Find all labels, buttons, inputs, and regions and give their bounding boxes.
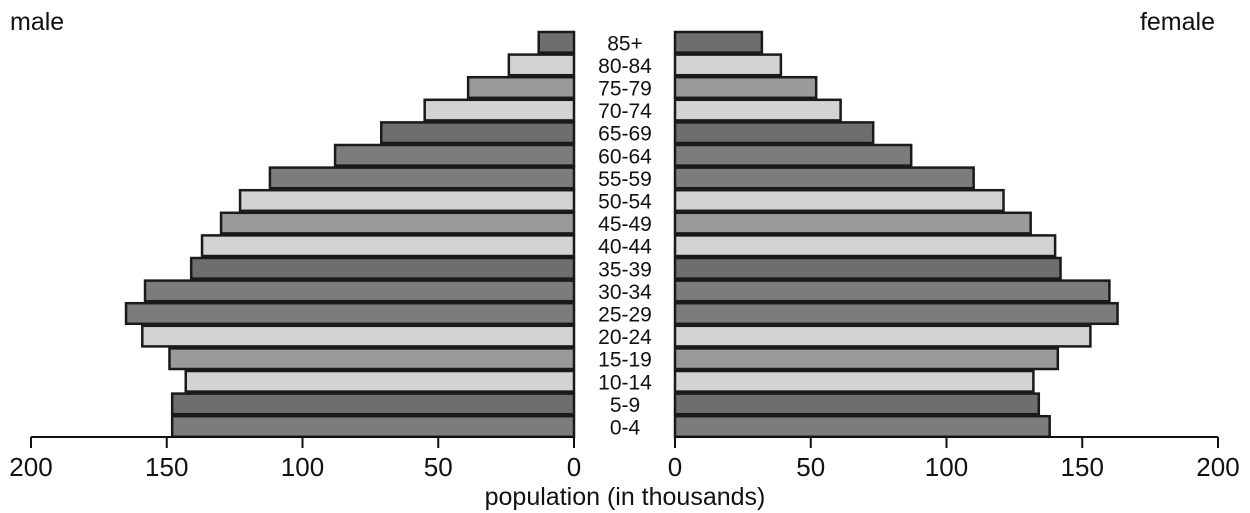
age-label-40-44: 40-44 [598,236,652,259]
age-label-35-39: 35-39 [598,258,652,281]
bar-female-20-24 [673,324,1092,348]
bar-male-20-24 [141,324,576,348]
bar-female-40-44 [673,234,1057,258]
bar-female-65-69 [673,121,875,145]
bar-female-10-14 [673,369,1035,393]
bar-male-55-59 [268,166,576,190]
x-tick-label-male-0: 0 [567,452,581,482]
bar-male-60-64 [333,143,576,167]
age-label-20-24: 20-24 [598,326,652,349]
age-label-55-59: 55-59 [598,168,652,191]
series-label-female: female [1140,8,1215,36]
bar-female-50-54 [673,188,1005,213]
age-label-50-54: 50-54 [598,191,652,214]
bar-female-35-39 [673,256,1062,280]
age-label-25-29: 25-29 [598,304,652,327]
age-label-85+: 85+ [607,32,643,55]
age-label-30-34: 30-34 [598,281,652,304]
x-tick-label-male-50: 50 [424,452,453,482]
bar-male-15-19 [168,347,576,371]
age-label-80-84: 80-84 [598,55,652,78]
bar-female-85+ [673,30,764,54]
bar-female-25-29 [673,301,1119,326]
age-label-5-9: 5-9 [610,394,640,417]
bar-male-85+ [537,30,576,54]
bar-male-30-34 [143,279,576,303]
bar-male-10-14 [184,369,576,393]
x-tick-label-female-200: 200 [1196,452,1239,482]
bar-male-70-74 [423,98,576,122]
bar-male-75-79 [466,75,576,100]
x-tick-label-male-200: 200 [9,452,52,482]
male-bars [124,30,576,439]
bar-male-45-49 [219,211,576,235]
bar-female-70-74 [673,98,842,122]
x-tick-label-female-0: 0 [668,452,682,482]
bar-female-0-4 [673,414,1051,439]
x-tick-label-female-100: 100 [925,452,968,482]
x-tick-label-female-50: 50 [796,452,825,482]
bar-male-50-54 [238,188,576,213]
bar-female-5-9 [673,392,1041,416]
bar-female-15-19 [673,347,1060,371]
bar-male-40-44 [200,234,576,258]
age-label-60-64: 60-64 [598,145,652,168]
bar-male-80-84 [507,53,576,77]
axes: 0 0 50 50 100 100 150 150 200 200 [9,436,1240,482]
bar-female-60-64 [673,143,913,167]
female-bars [673,30,1119,439]
bar-male-5-9 [170,392,576,416]
age-label-65-69: 65-69 [598,123,652,146]
x-tick-label-male-100: 100 [281,452,324,482]
age-label-10-14: 10-14 [598,371,652,394]
bar-male-25-29 [124,301,576,326]
age-label-15-19: 15-19 [598,349,652,372]
bar-female-30-34 [673,279,1111,303]
x-tick-label-male-150: 150 [145,452,188,482]
age-label-75-79: 75-79 [598,78,652,101]
age-label-0-4: 0-4 [610,417,641,440]
bar-female-45-49 [673,211,1032,235]
age-label-45-49: 45-49 [598,213,652,236]
age-group-labels: 85+80-8475-7970-7465-6960-6455-5950-5445… [598,32,652,439]
x-axis-title: population (in thousands) [485,483,766,511]
x-tick-label-female-150: 150 [1061,452,1104,482]
bar-male-65-69 [379,121,576,145]
series-label-male: male [10,8,64,36]
bar-female-55-59 [673,166,975,190]
bar-male-0-4 [170,414,576,439]
bar-female-80-84 [673,53,783,77]
age-label-70-74: 70-74 [598,100,652,123]
bar-female-75-79 [673,75,818,100]
bar-male-35-39 [189,256,576,280]
